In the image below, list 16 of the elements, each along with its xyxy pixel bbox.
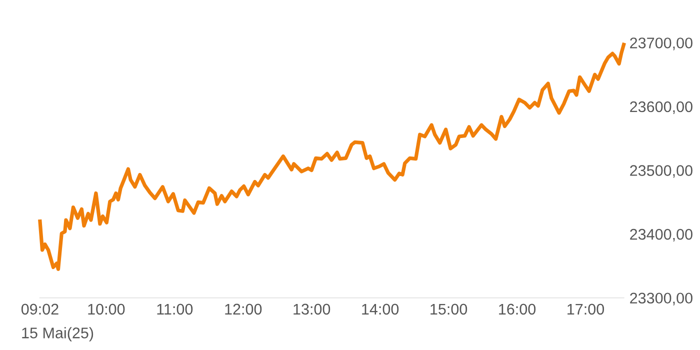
y-tick-label: 23600,00: [630, 101, 692, 114]
x-tick-label: 15:00: [430, 304, 468, 315]
y-tick-label: 23700,00: [630, 38, 692, 50]
x-tick-label: 14:00: [362, 304, 399, 315]
y-tick-label: 23300,00: [630, 292, 692, 306]
x-tick-label: 12:00: [225, 304, 262, 315]
x-tick-label: 13:00: [294, 304, 330, 315]
text: 15 Mai(25): [22, 327, 94, 342]
x-tick-label: 10:00: [88, 304, 125, 315]
x-tick-label: 17:00: [568, 304, 604, 315]
x-tick-label: 11:00: [157, 304, 193, 315]
line-series: [38, 42, 626, 271]
x-tick-label: 16:00: [499, 304, 536, 315]
x-tick-label: 09:02: [21, 304, 58, 315]
y-tick-label: 23400,00: [630, 228, 692, 242]
y-tick-label: 23500,00: [630, 165, 692, 178]
